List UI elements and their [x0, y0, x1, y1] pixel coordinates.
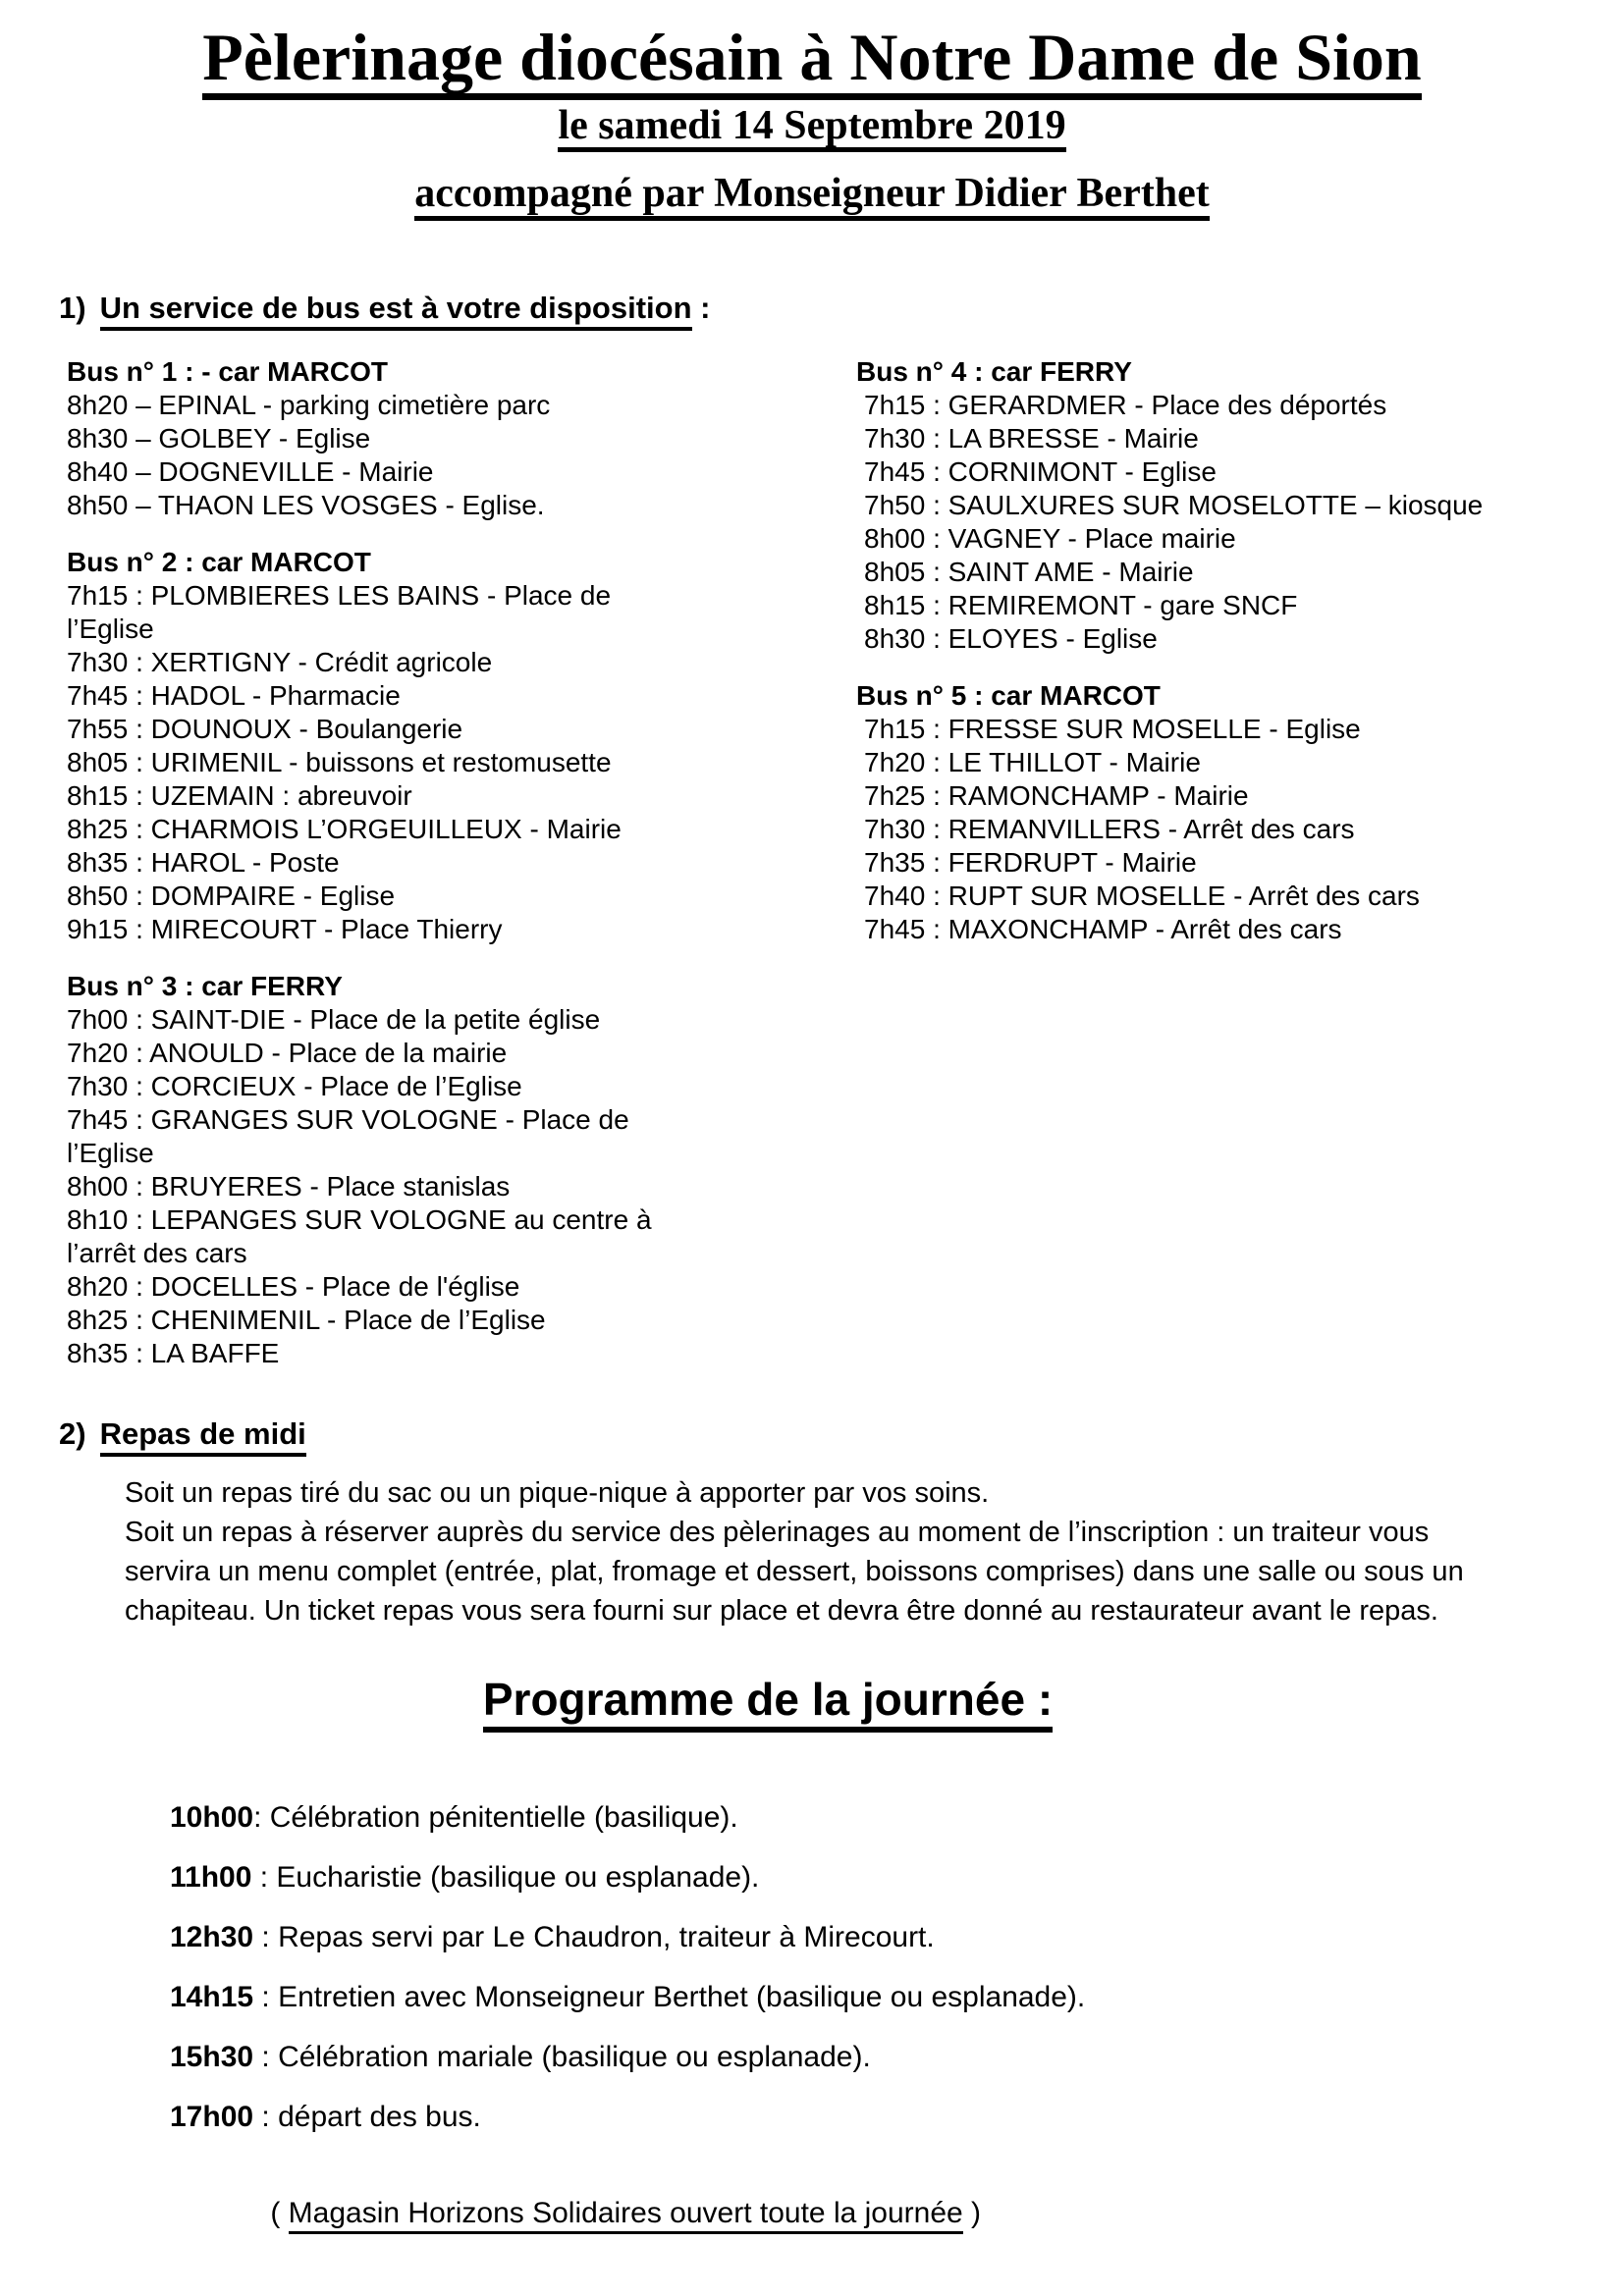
- program-desc: : départ des bus.: [253, 2100, 481, 2133]
- bus-stop: 8h05 : SAINT AME - Mairie: [864, 556, 1194, 587]
- bus-stop: 8h30 : ELOYES - Eglise: [864, 622, 1158, 654]
- bus-stop: 7h15 : GERARDMER - Place des déportés: [864, 389, 1387, 420]
- bus-stop: 8h15 : REMIREMONT - gare SNCF: [864, 589, 1298, 620]
- bus-schedule: Bus n° 1 : - car MARCOT 8h20 – EPINAL - …: [0, 355, 1624, 1370]
- bus-stop: 7h20 : LE THILLOT - Mairie: [864, 746, 1201, 777]
- program-time: 14h15: [170, 1980, 254, 2013]
- bus-stop: 8h20 – EPINAL - parking cimetière parc: [67, 389, 551, 420]
- program-item: 11h00 : Eucharistie (basilique ou esplan…: [170, 1860, 1624, 1894]
- bus-column-right: Bus n° 4 : car FERRY 7h15 : GERARDMER - …: [856, 355, 1543, 1370]
- program-desc: : Eucharistie (basilique ou esplanade).: [251, 1860, 760, 1894]
- bus-stop: 8h35 : LA BAFFE: [67, 1337, 280, 1368]
- bus-stop: 8h50 : DOMPAIRE - Eglise: [67, 880, 396, 911]
- bus-stop: 8h15 : UZEMAIN : abreuvoir: [67, 779, 412, 811]
- page-title: Pèlerinage diocésain à Notre Dame de Sio…: [202, 23, 1422, 101]
- bus-stop: 8h00 : BRUYERES - Place stanislas: [67, 1170, 511, 1201]
- note-open-paren: (: [270, 2196, 289, 2229]
- program-list: 10h00: Célébration pénitentielle (basili…: [0, 1800, 1624, 2133]
- note-close-paren: ): [962, 2196, 982, 2229]
- bus-stop: 7h15 : FRESSE SUR MOSELLE - Eglise: [864, 713, 1361, 744]
- bus-1-header: Bus n° 1 : - car MARCOT: [67, 355, 389, 387]
- program-desc: : Repas servi par Le Chaudron, traiteur …: [253, 1920, 935, 1953]
- program-heading: Programme de la journée :: [482, 1675, 1054, 1733]
- bus-stop: 7h00 : SAINT-DIE - Place de la petite ég…: [67, 1003, 601, 1035]
- program-time: 17h00: [170, 2100, 254, 2133]
- program-item: 12h30 : Repas servi par Le Chaudron, tra…: [170, 1920, 1624, 1953]
- bus-stop: 8h35 : HAROL - Poste: [67, 846, 340, 878]
- bus-4-header: Bus n° 4 : car FERRY: [856, 355, 1132, 387]
- bus-group-2: Bus n° 2 : car MARCOT 7h15 : PLOMBIERES …: [67, 546, 656, 946]
- bus-stop: 7h45 : MAXONCHAMP - Arrêt des cars: [864, 913, 1342, 944]
- section-1-title: Un service de bus est à votre dispositio…: [99, 290, 692, 331]
- section-2-title: Repas de midi: [99, 1415, 306, 1457]
- bus-group-1: Bus n° 1 : - car MARCOT 8h20 – EPINAL - …: [67, 355, 656, 522]
- program-item: 17h00 : départ des bus.: [170, 2100, 1624, 2133]
- bus-stop: 7h30 : CORCIEUX - Place de l’Eglise: [67, 1070, 522, 1101]
- program-time: 11h00: [170, 1860, 252, 1894]
- meal-paragraph-line-1: Soit un repas tiré du sac ou un pique-ni…: [125, 1476, 990, 1509]
- section-1-suffix: :: [691, 290, 711, 325]
- meal-paragraph: Soit un repas tiré du sac ou un pique-ni…: [125, 1473, 1519, 1630]
- bus-column-left: Bus n° 1 : - car MARCOT 8h20 – EPINAL - …: [67, 355, 656, 1370]
- program-item: 14h15 : Entretien avec Monseigneur Berth…: [170, 1980, 1624, 2013]
- bus-group-4: Bus n° 4 : car FERRY 7h15 : GERARDMER - …: [856, 355, 1543, 656]
- bus-stop: 7h20 : ANOULD - Place de la mairie: [67, 1037, 508, 1068]
- date-row: le samedi 14 Septembre 2019: [0, 104, 1624, 153]
- note-text: Magasin Horizons Solidaires ouvert toute…: [288, 2196, 963, 2234]
- program-desc: : Célébration mariale (basilique ou espl…: [253, 2040, 871, 2073]
- section-2-number: 2): [59, 1415, 86, 1451]
- bus-5-header: Bus n° 5 : car MARCOT: [856, 679, 1161, 711]
- accompanied-row: accompagné par Monseigneur Didier Berthe…: [0, 172, 1624, 221]
- bus-stop: 8h05 : URIMENIL - buissons et restomuset…: [67, 746, 612, 777]
- bus-stop: 7h45 : HADOL - Pharmacie: [67, 679, 401, 711]
- bus-stop: 8h30 – GOLBEY - Eglise: [67, 422, 371, 454]
- accompanied-by: accompagné par Monseigneur Didier Berthe…: [414, 172, 1210, 221]
- program-time: 15h30: [170, 2040, 254, 2073]
- bus-stop: 7h30 : XERTIGNY - Crédit agricole: [67, 646, 493, 677]
- section-1-number: 1): [59, 290, 86, 325]
- bus-stop: 7h30 : REMANVILLERS - Arrêt des cars: [864, 813, 1355, 844]
- bus-group-5: Bus n° 5 : car MARCOT 7h15 : FRESSE SUR …: [856, 679, 1543, 946]
- bus-stop: 7h15 : PLOMBIERES LES BAINS - Place de l…: [67, 579, 612, 644]
- bus-stop: 8h40 – DOGNEVILLE - Mairie: [67, 455, 434, 487]
- bus-stop: 9h15 : MIRECOURT - Place Thierry: [67, 913, 503, 944]
- program-item: 15h30 : Célébration mariale (basilique o…: [170, 2040, 1624, 2073]
- title-row: Pèlerinage diocésain à Notre Dame de Sio…: [0, 23, 1624, 101]
- program-desc: : Célébration pénitentielle (basilique).: [253, 1800, 738, 1834]
- program-time: 12h30: [170, 1920, 254, 1953]
- program-time: 10h00: [170, 1800, 254, 1834]
- event-date: le samedi 14 Septembre 2019: [558, 104, 1066, 153]
- section-2-heading: 2) Repas de midi: [59, 1415, 1624, 1457]
- bus-stop: 7h35 : FERDRUPT - Mairie: [864, 846, 1197, 878]
- bus-stop: 7h45 : GRANGES SUR VOLOGNE - Place de l’…: [67, 1103, 629, 1168]
- program-item: 10h00: Célébration pénitentielle (basili…: [170, 1800, 1624, 1834]
- meal-paragraph-body: Soit un repas à réserver auprès du servi…: [125, 1516, 1464, 1627]
- bus-stop: 8h00 : VAGNEY - Place mairie: [864, 522, 1236, 554]
- bus-stop: 7h50 : SAULXURES SUR MOSELOTTE – kiosque: [864, 489, 1484, 520]
- bus-stop: 8h20 : DOCELLES - Place de l'église: [67, 1270, 520, 1302]
- bus-stop: 7h55 : DOUNOUX - Boulangerie: [67, 713, 463, 744]
- bus-stop: 8h25 : CHARMOIS L’ORGEUILLEUX - Mairie: [67, 813, 622, 844]
- bus-3-header: Bus n° 3 : car FERRY: [67, 970, 343, 1001]
- bus-stop: 8h10 : LEPANGES SUR VOLOGNE au centre à …: [67, 1203, 652, 1268]
- bus-stop: 7h25 : RAMONCHAMP - Mairie: [864, 779, 1249, 811]
- program-heading-row: Programme de la journée :: [0, 1675, 1580, 1733]
- bus-stop: 7h30 : LA BRESSE - Mairie: [864, 422, 1199, 454]
- bus-2-header: Bus n° 2 : car MARCOT: [67, 546, 371, 577]
- bus-stop: 8h25 : CHENIMENIL - Place de l’Eglise: [67, 1304, 546, 1335]
- document-header: Pèlerinage diocésain à Notre Dame de Sio…: [0, 0, 1624, 221]
- bus-stop: 7h40 : RUPT SUR MOSELLE - Arrêt des cars: [864, 880, 1420, 911]
- shop-note: ( Magasin Horizons Solidaires ouvert tou…: [0, 2163, 1624, 2264]
- bus-group-3: Bus n° 3 : car FERRY 7h00 : SAINT-DIE - …: [67, 970, 656, 1370]
- program-desc: : Entretien avec Monseigneur Berthet (ba…: [253, 1980, 1086, 2013]
- bus-stop: 8h50 – THAON LES VOSGES - Eglise.: [67, 489, 545, 520]
- section-1-heading: 1) Un service de bus est à votre disposit…: [59, 290, 1624, 331]
- bus-stop: 7h45 : CORNIMONT - Eglise: [864, 455, 1217, 487]
